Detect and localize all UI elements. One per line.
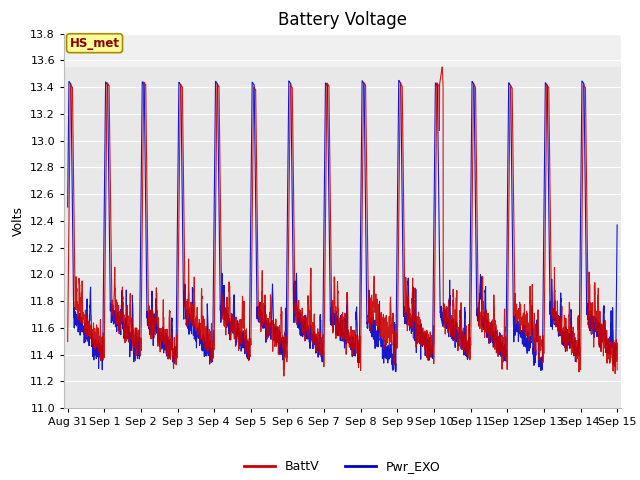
Y-axis label: Volts: Volts (12, 206, 24, 236)
Legend: BattV, Pwr_EXO: BattV, Pwr_EXO (239, 456, 446, 479)
Text: HS_met: HS_met (70, 36, 120, 50)
Bar (64, 34, 621, 67)
Title: Battery Voltage: Battery Voltage (278, 11, 407, 29)
